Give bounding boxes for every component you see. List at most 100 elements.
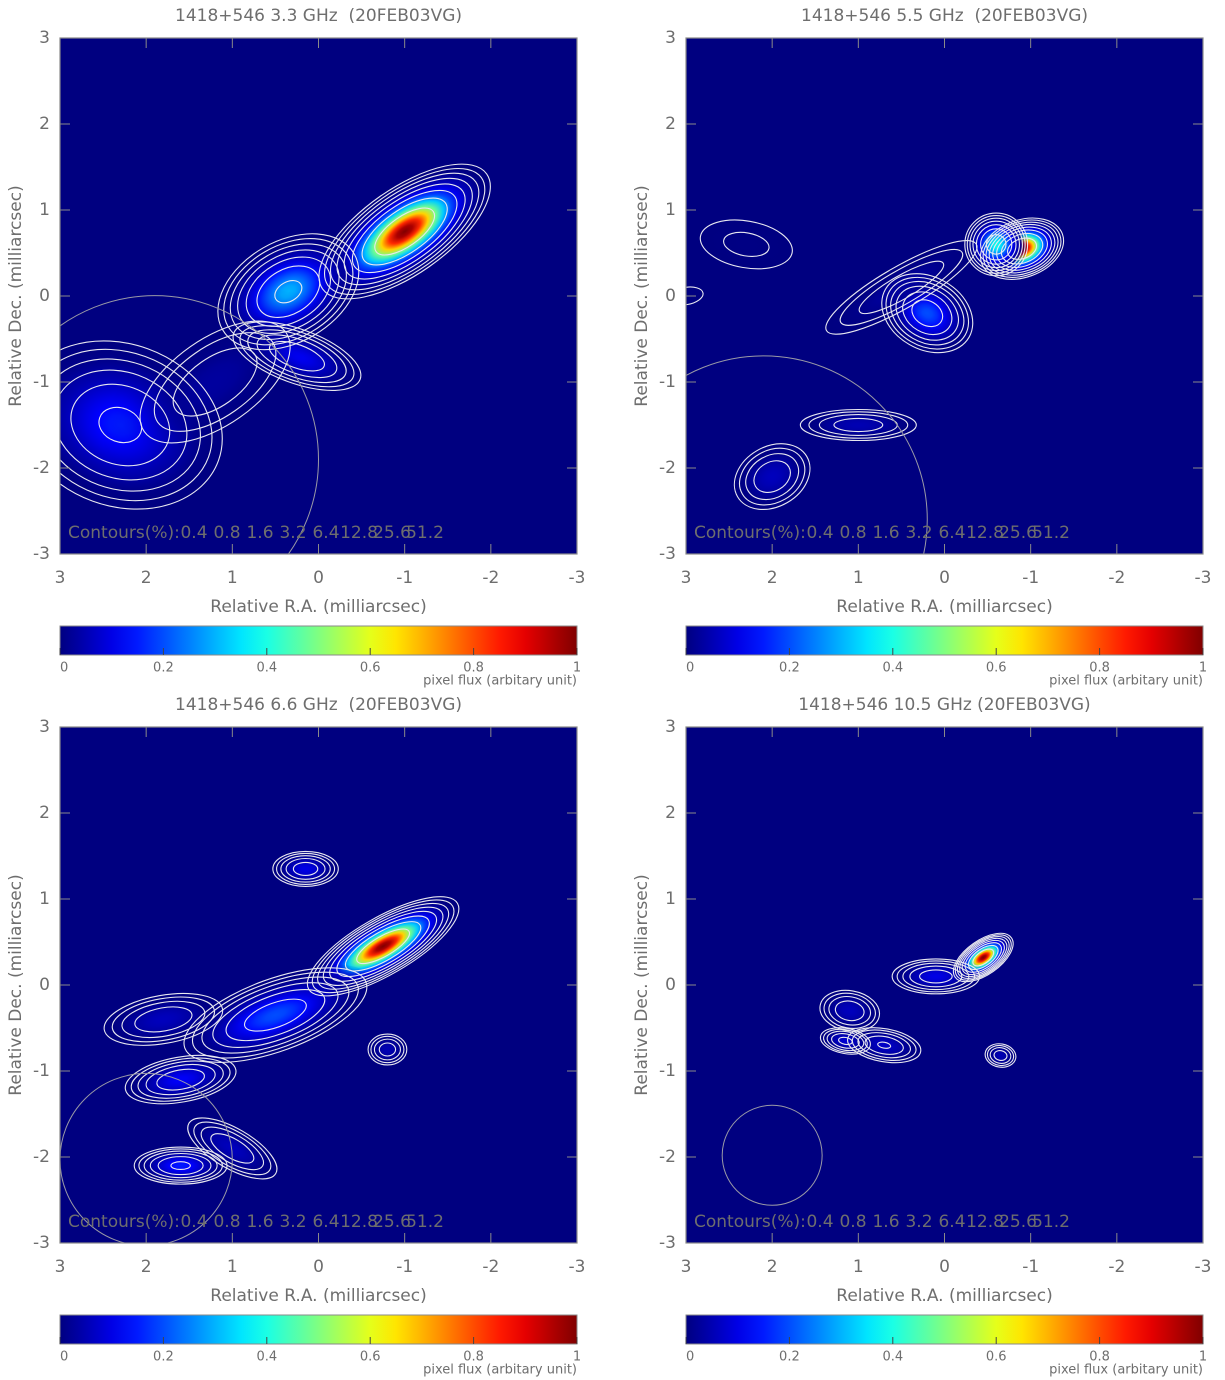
contour-level: 51.2 [406, 1212, 444, 1232]
x-tick-label: 1 [227, 1257, 238, 1277]
contour-line [891, 958, 981, 995]
contour-line [851, 1029, 917, 1061]
x-tick-label: -2 [482, 1257, 499, 1277]
contour-level: 12.8 [340, 523, 378, 543]
contour-level: 12.8 [340, 1212, 378, 1232]
y-axis-label: Relative Dec. (milliarcsec) [6, 874, 26, 1095]
contour-line [895, 285, 959, 341]
contour-line [799, 408, 917, 442]
colorbar-tick-label: 0.4 [882, 1350, 903, 1365]
contour-line [984, 1043, 1017, 1068]
contour-level: 25.6 [999, 523, 1037, 543]
y-tick-label: 3 [665, 28, 676, 48]
colorbar-tick-label: 1 [573, 1350, 581, 1365]
colorbar-label: pixel flux (arbitary unit) [1049, 674, 1203, 689]
x-axis-label: Relative R.A. (milliarcsec) [836, 1286, 1052, 1306]
contour-line [274, 280, 303, 304]
x-tick-label: 0 [313, 1257, 324, 1277]
contour-level: 51.2 [1032, 1212, 1070, 1232]
x-tick-label: -2 [1108, 1257, 1125, 1277]
contour-level: 0.8 [839, 523, 866, 543]
contour-line [819, 989, 881, 1032]
contour-line [243, 998, 307, 1032]
contour-line [210, 1133, 255, 1164]
beam [721, 1104, 823, 1206]
y-tick-label: 0 [39, 975, 50, 995]
y-tick-label: 1 [39, 200, 50, 220]
x-tick-label: 2 [767, 1257, 778, 1277]
contour-line [980, 228, 1013, 261]
y-tick-label: -2 [33, 1147, 50, 1167]
contour-level: 0.8 [213, 523, 240, 543]
contour-line [318, 163, 491, 300]
contour-line [864, 1035, 904, 1055]
colorbar-tick-label: 0 [686, 1350, 694, 1365]
contour-level: 12.8 [966, 523, 1004, 543]
contour-line [272, 850, 339, 887]
colorbar-tick-label: 0.4 [256, 661, 277, 676]
contour-line [833, 417, 884, 433]
contour-line [276, 852, 336, 885]
contour-line [285, 857, 326, 880]
contour-line [139, 320, 291, 444]
contour-line [153, 332, 277, 432]
colorbar-label: pixel flux (arbitary unit) [1049, 1363, 1203, 1378]
contour-line [245, 256, 332, 327]
contour-line [956, 935, 1010, 979]
colorbar [59, 1314, 578, 1345]
contour-line [201, 976, 350, 1054]
contour-line [969, 217, 1023, 272]
colorbar-tick-label: 0 [686, 661, 694, 676]
contour-line [60, 340, 223, 510]
contour-line [98, 406, 143, 444]
contour-line [256, 334, 338, 379]
contour-line [686, 286, 704, 306]
contour-level: 25.6 [999, 1212, 1037, 1232]
colorbar-label: pixel flux (arbitary unit) [423, 1363, 577, 1378]
y-tick-label: -3 [33, 544, 50, 564]
contour-line [336, 915, 430, 978]
contour-line [902, 962, 970, 991]
contour-line [247, 329, 347, 384]
contour-line [986, 1044, 1015, 1067]
y-tick-label: -2 [33, 458, 50, 478]
contour-line [972, 948, 995, 967]
x-tick-label: 0 [939, 1257, 950, 1277]
contour-line [103, 992, 224, 1046]
contour-line [988, 223, 1056, 274]
contour-line [828, 995, 872, 1026]
contour-level: 6.4 [938, 523, 965, 543]
y-tick-label: -1 [33, 372, 50, 392]
contour-label: Contours(%): [694, 1212, 806, 1232]
chart-title: 1418+546 6.6 GHz (20FEB03VG) [175, 695, 462, 715]
contour-line [145, 1063, 216, 1096]
contour-label: Contours(%): [68, 523, 180, 543]
contour-line [232, 321, 362, 391]
contour-line [902, 291, 953, 336]
contour-label: Contours(%): [68, 1212, 180, 1232]
contour-line [323, 167, 486, 296]
map [60, 163, 491, 554]
y-axis-label: Relative Dec. (milliarcsec) [632, 185, 652, 406]
contour-level: 0.8 [213, 1212, 240, 1232]
contour-line [877, 1041, 892, 1049]
contour-level: 51.2 [1032, 523, 1070, 543]
contour-line [858, 260, 945, 315]
contour-level: 0.4 [806, 1212, 833, 1232]
chart-title: 1418+546 5.5 GHz (20FEB03VG) [801, 6, 1088, 26]
colorbar-tick-label: 0 [60, 661, 68, 676]
contour-line [857, 1032, 912, 1059]
colorbar [685, 1314, 1204, 1345]
contour-line [292, 861, 319, 876]
x-tick-label: 3 [681, 568, 692, 588]
contour-line [966, 214, 1026, 274]
flux-component [723, 434, 821, 519]
contour-line [212, 982, 339, 1049]
y-tick-label: 1 [665, 200, 676, 220]
colorbar-tick-label: 0.8 [1089, 661, 1110, 676]
flux-component [266, 848, 345, 890]
contour-line [361, 197, 448, 266]
y-tick-label: -2 [659, 1147, 676, 1167]
y-tick-label: -1 [659, 1061, 676, 1081]
